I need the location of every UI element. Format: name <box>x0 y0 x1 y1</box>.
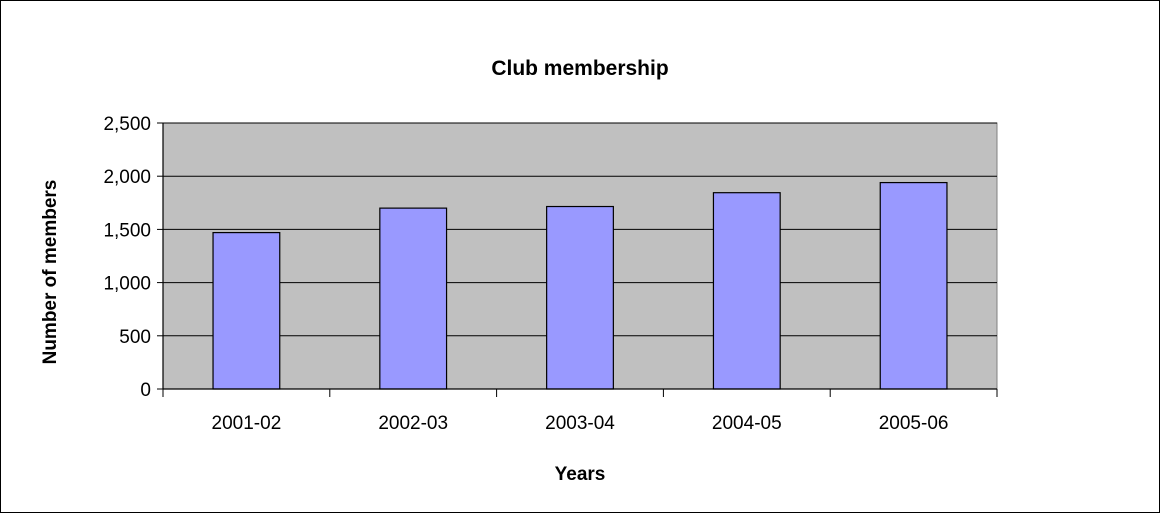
chart-title: Club membership <box>491 57 668 80</box>
y-tick-label: 0 <box>140 380 151 401</box>
y-tick-label: 1,000 <box>103 274 151 295</box>
axes <box>157 122 998 397</box>
y-axis-title: Number of members <box>40 180 61 365</box>
x-tick-labels: 2001-02 2002-03 2003-04 2004-05 2005-06 <box>212 413 949 434</box>
bar-2004-05 <box>712 192 781 390</box>
bar-2002-03 <box>379 207 448 390</box>
x-tick-label: 2002-03 <box>378 413 448 434</box>
bars <box>212 181 948 390</box>
y-tick-labels: 0 500 1,000 1,500 2,000 2,500 <box>103 114 151 401</box>
bar-2005-06 <box>879 181 948 390</box>
bar-2001-02 <box>212 231 281 390</box>
bar-2003-04 <box>546 205 614 390</box>
y-tick-label: 1,500 <box>103 220 151 241</box>
y-tick-label: 500 <box>119 327 151 348</box>
y-tick-label: 2,000 <box>103 167 151 188</box>
y-tick-label: 2,500 <box>103 114 151 135</box>
x-tick-label: 2001-02 <box>212 413 282 434</box>
x-tick-label: 2003-04 <box>545 413 615 434</box>
x-axis-title: Years <box>555 464 606 485</box>
x-tick-label: 2005-06 <box>879 413 949 434</box>
x-tick-label: 2004-05 <box>712 413 782 434</box>
